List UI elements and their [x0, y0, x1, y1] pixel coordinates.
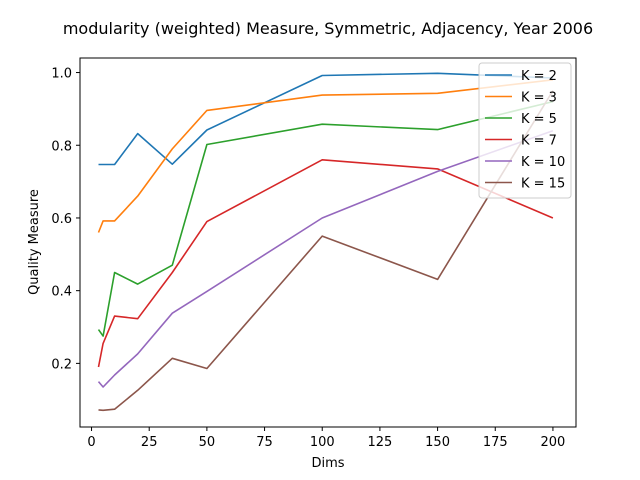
series-line-k2	[98, 72, 553, 166]
series-line-k3	[97, 79, 553, 233]
series-line-k7	[97, 159, 554, 368]
x-tick-label: 150	[425, 435, 450, 450]
y-tick-label: 0.6	[51, 212, 72, 227]
legend-entry-label: K = 2	[521, 69, 557, 84]
y-tick-label: 1.0	[51, 67, 72, 82]
x-tick-label: 50	[199, 435, 216, 450]
x-tick-label: 200	[541, 435, 566, 450]
y-tick-label: 0.8	[51, 139, 72, 154]
chart-title: modularity (weighted) Measure, Symmetric…	[63, 19, 593, 38]
x-tick-label: 175	[483, 435, 508, 450]
legend: K = 2 K = 3 K = 5 K = 7 K = 10 K = 15	[478, 62, 572, 199]
x-axis-label: Dims	[311, 456, 344, 471]
x-axis: 0 25 50 75 100 125 150 175 200	[87, 427, 565, 450]
legend-entry-label: K = 3	[521, 91, 557, 106]
series-line-k5	[97, 100, 554, 337]
x-tick-label: 125	[367, 435, 392, 450]
y-tick-label: 0.4	[51, 285, 72, 300]
legend-entry-label: K = 7	[521, 134, 557, 149]
series-line-k15	[98, 90, 554, 412]
x-tick-label: 25	[141, 435, 158, 450]
x-tick-label: 100	[310, 435, 335, 450]
series-layer	[97, 72, 554, 412]
legend-entry-label: K = 5	[521, 112, 557, 127]
y-axis: 0.2 0.4 0.6 0.8 1.0	[51, 67, 80, 372]
plot-frame	[79, 57, 577, 428]
legend-entry-label: K = 10	[521, 155, 565, 170]
x-tick-label: 75	[256, 435, 273, 450]
x-tick-label: 0	[87, 435, 95, 450]
y-axis-label: Quality Measure	[27, 189, 42, 295]
series-line-k10	[97, 129, 554, 388]
y-tick-label: 0.2	[51, 357, 72, 372]
legend-entry-label: K = 15	[521, 177, 565, 192]
